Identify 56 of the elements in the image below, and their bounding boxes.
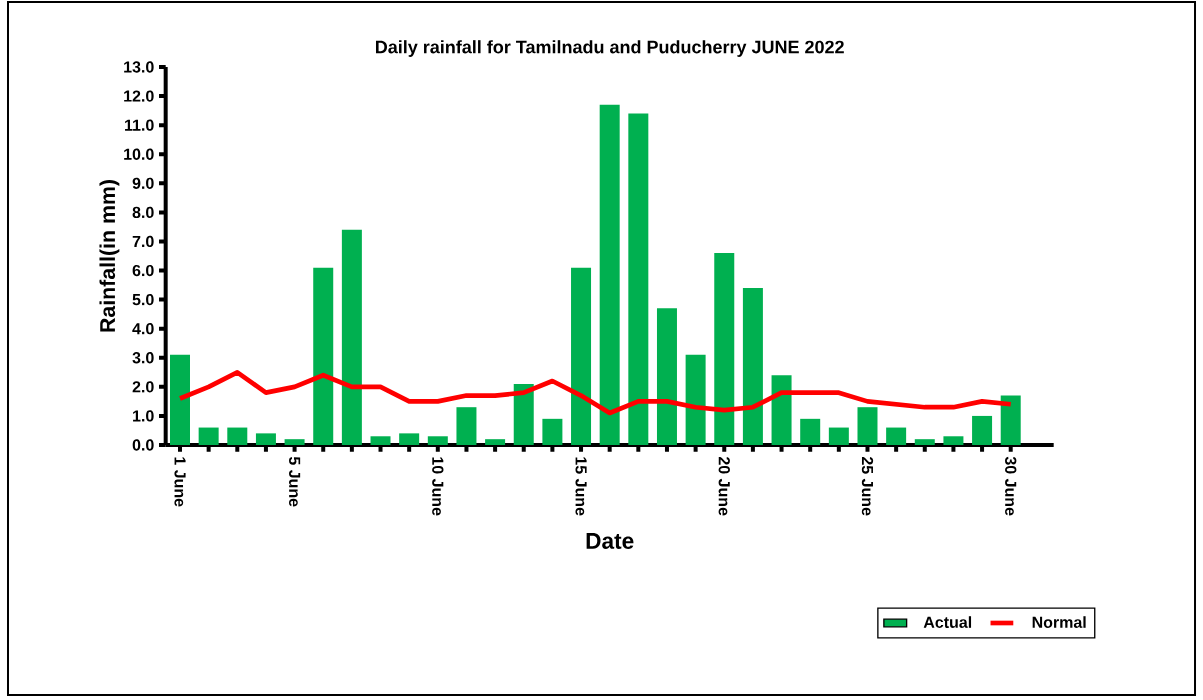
y-tick-label: 4.0 xyxy=(132,323,154,335)
bar xyxy=(542,418,563,445)
x-tick-label: 25 June xyxy=(861,456,874,516)
bar xyxy=(284,439,305,445)
y-tick-label: 11.0 xyxy=(125,119,154,131)
y-tick-label: 0.0 xyxy=(132,439,154,451)
bar xyxy=(427,436,448,445)
y-tick-label: 3.0 xyxy=(132,352,154,364)
y-tick-label: 7.0 xyxy=(132,235,154,248)
x-tick-label: 20 June xyxy=(718,456,730,516)
y-tick-label: 1.0 xyxy=(133,410,154,422)
bar xyxy=(714,253,735,445)
bar xyxy=(255,433,276,445)
bar xyxy=(685,354,706,445)
x-tick-label: 30 June xyxy=(1005,456,1017,516)
bar xyxy=(513,383,534,445)
bar xyxy=(800,418,821,445)
bar xyxy=(972,415,993,445)
y-tick-label: 12.0 xyxy=(124,90,154,102)
bar xyxy=(399,433,420,445)
bar xyxy=(198,427,219,445)
bar xyxy=(227,427,248,445)
y-tick-label: 6.0 xyxy=(132,264,154,277)
y-tick-label: 8.0 xyxy=(132,206,154,219)
x-tick-label: 10 June xyxy=(432,457,444,516)
y-tick-label: 10.0 xyxy=(124,148,154,160)
y-tick-label: 13.0 xyxy=(124,61,154,73)
bar xyxy=(914,439,935,445)
bar xyxy=(742,287,763,445)
y-tick-label: 9.0 xyxy=(132,177,154,189)
bar xyxy=(370,436,391,445)
bar xyxy=(571,267,592,445)
bar xyxy=(341,229,362,445)
chart-title: Daily rainfall for Tamilnadu and Puducherry JUNE 2022 xyxy=(375,40,844,57)
legend-label: Normal xyxy=(1032,616,1086,628)
bar xyxy=(656,308,677,445)
x-tick-label: 15 June xyxy=(575,457,587,516)
x-tick-label: 1 June xyxy=(174,457,186,507)
bar xyxy=(771,375,792,445)
bar xyxy=(313,267,334,445)
legend-label: Actual xyxy=(923,616,972,628)
bar xyxy=(857,407,878,445)
bar xyxy=(485,439,506,445)
bar xyxy=(628,113,649,445)
x-axis-title: Date xyxy=(586,533,634,549)
x-tick-label: 5 June xyxy=(289,456,301,507)
bar xyxy=(456,407,477,445)
bar xyxy=(599,104,620,445)
bar xyxy=(170,354,190,445)
y-axis-title: Rainfall(in mm) xyxy=(99,180,120,332)
bar xyxy=(943,436,964,445)
y-tick-label: 5.0 xyxy=(132,293,154,306)
bar xyxy=(886,427,907,445)
bar xyxy=(828,427,849,445)
y-tick-label: 2.0 xyxy=(132,381,154,393)
bar xyxy=(1000,395,1021,445)
